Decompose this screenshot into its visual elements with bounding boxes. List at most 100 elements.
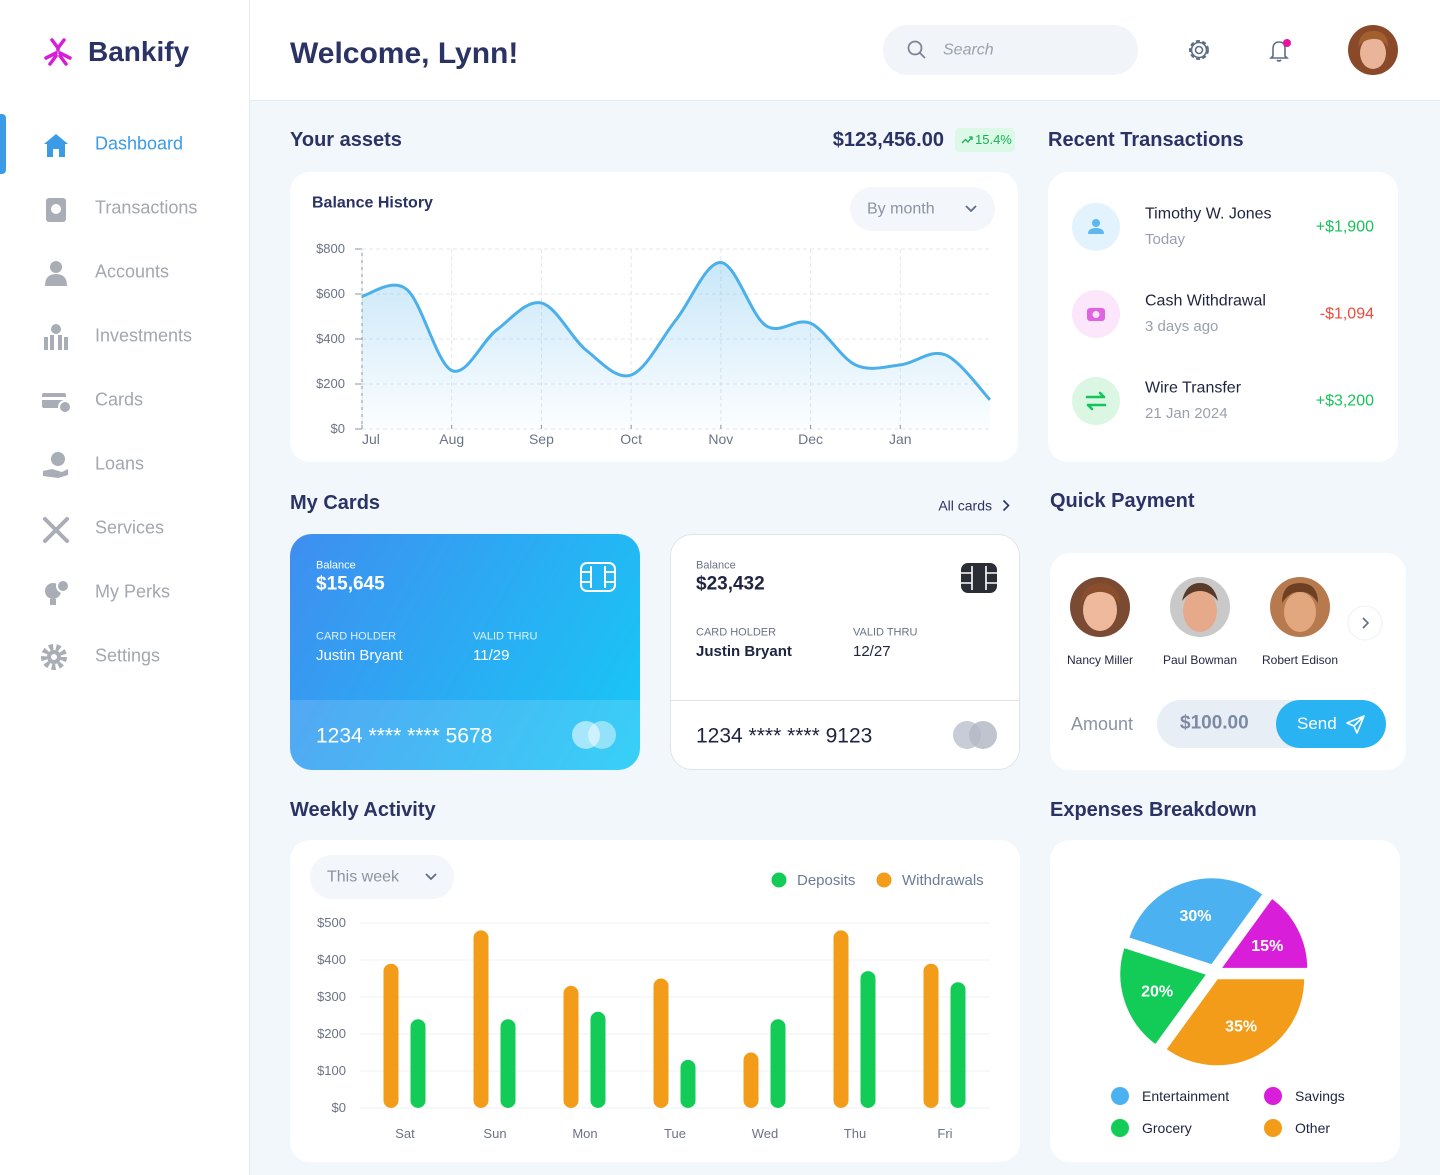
contact-avatar[interactable] bbox=[1170, 577, 1230, 637]
bank-card[interactable]: Balance $15,645 CARD HOLDER Justin Bryan… bbox=[290, 534, 640, 770]
settings-button[interactable] bbox=[1186, 37, 1212, 63]
nav-item[interactable]: Loans bbox=[0, 439, 249, 489]
nav-item[interactable]: Investments bbox=[0, 311, 249, 361]
x-tick-label: Tue bbox=[664, 1126, 686, 1141]
nav-label: My Perks bbox=[95, 581, 171, 602]
chip-icon bbox=[961, 563, 997, 593]
legend-swatch bbox=[1111, 1087, 1129, 1105]
legend-label: Entertainment bbox=[1142, 1088, 1229, 1104]
chevron-icon bbox=[1002, 499, 1010, 512]
nav-item[interactable]: Dashboard bbox=[0, 119, 249, 169]
section-title: Expenses Breakdown bbox=[1050, 799, 1257, 821]
contact-avatar[interactable] bbox=[1070, 577, 1130, 637]
nav-item[interactable]: Transactions bbox=[0, 183, 249, 233]
area bbox=[362, 262, 990, 429]
nav-label: Loans bbox=[95, 453, 145, 474]
nav-icon bbox=[43, 452, 68, 478]
nav-item[interactable]: Settings bbox=[0, 631, 249, 681]
bar bbox=[410, 1019, 426, 1108]
nav-icon bbox=[44, 134, 68, 157]
slice-label: 20% bbox=[1141, 983, 1173, 1000]
x-tick-label: Sun bbox=[483, 1126, 506, 1141]
user-avatar[interactable] bbox=[1348, 25, 1398, 75]
nav-label: Services bbox=[95, 517, 165, 538]
nav-item[interactable]: Services bbox=[0, 503, 249, 553]
card-divider bbox=[671, 700, 1019, 701]
pie-slice bbox=[1118, 945, 1209, 1047]
section-title: Weekly Activity bbox=[290, 799, 436, 821]
x-tick-label: Jan bbox=[889, 431, 912, 447]
send-button[interactable]: Send bbox=[1276, 700, 1386, 748]
legend-swatch bbox=[1264, 1119, 1282, 1137]
nav-label: Accounts bbox=[95, 261, 170, 282]
filter-label: This week bbox=[327, 868, 400, 886]
x-tick-label: Dec bbox=[798, 431, 823, 447]
active-indicator bbox=[0, 114, 6, 174]
nav-item[interactable]: Cards bbox=[0, 375, 249, 425]
sidebar: Bankify Dashboard Transactions Accounts … bbox=[0, 0, 250, 1175]
y-tick-label: $0 bbox=[331, 421, 345, 436]
nav-icon bbox=[43, 517, 69, 543]
legend-swatch bbox=[771, 872, 787, 888]
card-brand-icon bbox=[572, 721, 616, 749]
y-tick-label: $100 bbox=[317, 1063, 346, 1078]
legend-swatch bbox=[1264, 1087, 1282, 1105]
transaction-name: Cash Withdrawal bbox=[1145, 292, 1266, 310]
x-tick-label: Aug bbox=[439, 431, 464, 447]
card-balance: $23,432 bbox=[696, 573, 765, 595]
nav-icon bbox=[45, 261, 67, 286]
x-tick-label: Sep bbox=[529, 431, 554, 447]
nav-icon bbox=[41, 644, 67, 670]
bar bbox=[923, 963, 939, 1108]
all-cards-link[interactable]: All cards bbox=[938, 497, 992, 514]
nav-label: Transactions bbox=[95, 197, 198, 218]
x-tick-label: Thu bbox=[844, 1126, 866, 1141]
nav-item[interactable]: My Perks bbox=[0, 567, 249, 617]
contact-avatar[interactable] bbox=[1270, 577, 1330, 637]
chart-title: Balance History bbox=[312, 194, 433, 212]
transaction-name: Timothy W. Jones bbox=[1145, 205, 1272, 223]
bar bbox=[833, 930, 849, 1108]
card-holder: Justin Bryant bbox=[696, 643, 792, 660]
send-label: Send bbox=[1297, 713, 1337, 733]
card-balance: $15,645 bbox=[316, 573, 385, 595]
nav-label: Investments bbox=[95, 325, 193, 346]
chip-icon bbox=[580, 562, 616, 592]
bar bbox=[383, 963, 399, 1108]
amount-label: Amount bbox=[1071, 714, 1134, 735]
page-title: Welcome, Lynn! bbox=[290, 37, 519, 70]
next-contacts-button[interactable] bbox=[1347, 605, 1383, 641]
card-brand-icon bbox=[953, 721, 997, 749]
card-number: 1234 **** **** 5678 bbox=[316, 724, 493, 748]
legend-label: Savings bbox=[1295, 1088, 1345, 1104]
search-icon bbox=[907, 40, 926, 59]
y-tick-label: $400 bbox=[317, 952, 346, 967]
y-tick-label: $500 bbox=[317, 915, 346, 930]
slice-label: 15% bbox=[1251, 938, 1283, 955]
x-tick-label: Mon bbox=[572, 1126, 597, 1141]
transaction-amount: +$3,200 bbox=[1315, 392, 1374, 410]
legend-label: Other bbox=[1295, 1120, 1330, 1136]
card-label: Balance bbox=[696, 559, 736, 572]
card-label: CARD HOLDER bbox=[316, 630, 397, 643]
y-tick-label: $0 bbox=[332, 1100, 346, 1115]
amount-value: $100.00 bbox=[1180, 712, 1249, 734]
y-tick-label: $600 bbox=[316, 286, 345, 301]
nav-icon bbox=[42, 393, 72, 414]
card-valid: 12/27 bbox=[853, 643, 891, 660]
bank-card[interactable]: Balance $23,432 CARD HOLDER Justin Bryan… bbox=[670, 534, 1020, 770]
nav-item[interactable]: Accounts bbox=[0, 247, 249, 297]
pie-slice bbox=[1218, 896, 1310, 970]
notifications-button[interactable] bbox=[1266, 36, 1294, 64]
transaction-name: Wire Transfer bbox=[1145, 379, 1242, 397]
section-title: Quick Payment bbox=[1050, 490, 1195, 512]
search-box[interactable]: Search bbox=[883, 25, 1138, 75]
nav-icon bbox=[45, 579, 70, 605]
bar bbox=[860, 971, 876, 1108]
filter-dropdown[interactable]: By month bbox=[850, 187, 995, 231]
y-tick-label: $400 bbox=[316, 331, 345, 346]
card-label: CARD HOLDER bbox=[696, 626, 777, 639]
bar bbox=[680, 1059, 696, 1108]
filter-dropdown[interactable]: This week bbox=[310, 855, 454, 899]
